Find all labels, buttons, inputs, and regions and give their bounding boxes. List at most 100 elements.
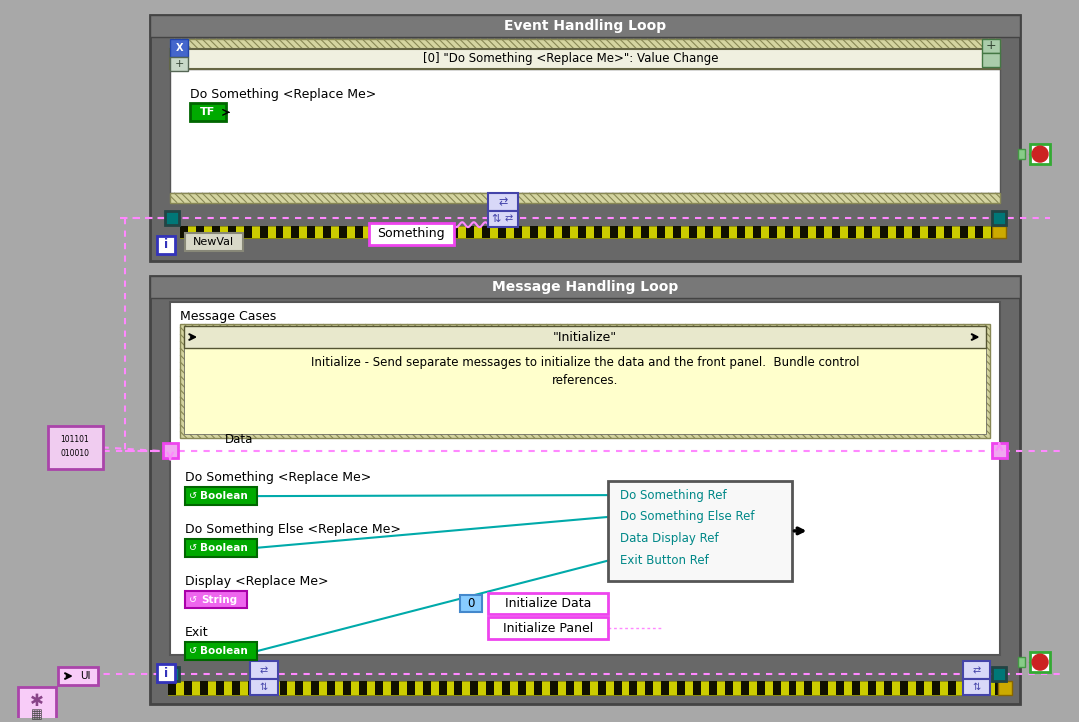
Bar: [168, 681, 1002, 695]
Bar: [375, 681, 383, 695]
Text: Exit Button Ref: Exit Button Ref: [619, 554, 708, 567]
Bar: [359, 681, 367, 695]
Text: Something: Something: [377, 227, 445, 240]
Bar: [864, 226, 872, 238]
Bar: [993, 226, 1007, 238]
Text: i: i: [164, 238, 168, 251]
Bar: [980, 681, 987, 695]
Bar: [324, 226, 331, 238]
Bar: [607, 481, 792, 580]
Bar: [673, 226, 681, 238]
Bar: [451, 226, 459, 238]
Text: Do Something Ref: Do Something Ref: [619, 489, 726, 502]
Bar: [18, 687, 56, 722]
Bar: [371, 226, 379, 238]
Bar: [249, 679, 277, 695]
Bar: [629, 681, 638, 695]
Text: Exit: Exit: [186, 627, 208, 640]
Bar: [190, 103, 226, 121]
Bar: [614, 681, 622, 695]
Bar: [689, 226, 697, 238]
Bar: [470, 681, 478, 695]
Bar: [805, 681, 812, 695]
Bar: [820, 681, 829, 695]
Bar: [641, 226, 650, 238]
Bar: [848, 226, 856, 238]
Bar: [180, 226, 995, 238]
Text: ↺: ↺: [189, 543, 197, 553]
Bar: [993, 443, 1008, 458]
Bar: [598, 681, 605, 695]
Bar: [200, 681, 208, 695]
Bar: [343, 681, 351, 695]
Bar: [296, 681, 303, 695]
Text: ⇅: ⇅: [492, 214, 501, 224]
Bar: [58, 667, 97, 685]
Bar: [993, 211, 1007, 225]
Bar: [832, 226, 841, 238]
Text: "Initialize": "Initialize": [554, 331, 617, 344]
Bar: [150, 15, 1020, 37]
Bar: [931, 681, 940, 695]
Text: Boolean: Boolean: [200, 491, 248, 501]
Bar: [982, 53, 1000, 66]
Bar: [912, 226, 919, 238]
Text: ↺: ↺: [189, 594, 197, 604]
Text: Initialize Data: Initialize Data: [505, 597, 591, 610]
Text: Boolean: Boolean: [200, 543, 248, 553]
Text: ⇅: ⇅: [260, 682, 268, 692]
Text: String: String: [201, 594, 237, 604]
Bar: [248, 681, 256, 695]
Bar: [678, 681, 685, 695]
Text: UI: UI: [81, 671, 91, 681]
Bar: [165, 211, 179, 225]
Bar: [170, 48, 1000, 69]
Bar: [530, 226, 538, 238]
Bar: [387, 226, 395, 238]
Text: Display <Replace Me>: Display <Replace Me>: [186, 575, 329, 588]
Text: Do Something Else Ref: Do Something Else Ref: [619, 510, 754, 523]
Bar: [789, 681, 796, 695]
Bar: [369, 222, 453, 245]
Bar: [546, 226, 554, 238]
Bar: [1030, 144, 1050, 164]
Bar: [355, 226, 363, 238]
Bar: [170, 193, 1000, 203]
Bar: [896, 226, 904, 238]
Bar: [518, 681, 527, 695]
Bar: [964, 681, 971, 695]
Text: +: +: [986, 39, 997, 52]
Text: 010010: 010010: [60, 449, 90, 458]
Bar: [709, 681, 716, 695]
Bar: [279, 681, 287, 695]
Text: Message Cases: Message Cases: [180, 310, 276, 323]
Bar: [577, 226, 586, 238]
Text: Data: Data: [224, 433, 254, 446]
Bar: [180, 324, 991, 438]
Text: X: X: [176, 43, 182, 53]
Bar: [801, 226, 808, 238]
Bar: [158, 235, 175, 253]
Bar: [312, 681, 319, 695]
Bar: [391, 681, 399, 695]
Bar: [260, 226, 268, 238]
Bar: [489, 193, 518, 211]
Bar: [916, 681, 924, 695]
Bar: [186, 539, 257, 557]
Bar: [454, 681, 463, 695]
Bar: [489, 593, 607, 614]
Bar: [275, 226, 284, 238]
Bar: [482, 226, 490, 238]
Bar: [402, 226, 411, 238]
Bar: [995, 681, 1002, 695]
Text: i: i: [164, 666, 168, 679]
Text: Message Handling Loop: Message Handling Loop: [492, 280, 679, 295]
Text: Do Something <Replace Me>: Do Something <Replace Me>: [186, 471, 371, 484]
Text: Event Handling Loop: Event Handling Loop: [504, 19, 667, 32]
Bar: [163, 443, 178, 458]
Bar: [1019, 149, 1025, 159]
Bar: [170, 56, 188, 71]
Bar: [158, 664, 175, 682]
Bar: [610, 226, 617, 238]
Text: ⇄: ⇄: [504, 214, 513, 224]
